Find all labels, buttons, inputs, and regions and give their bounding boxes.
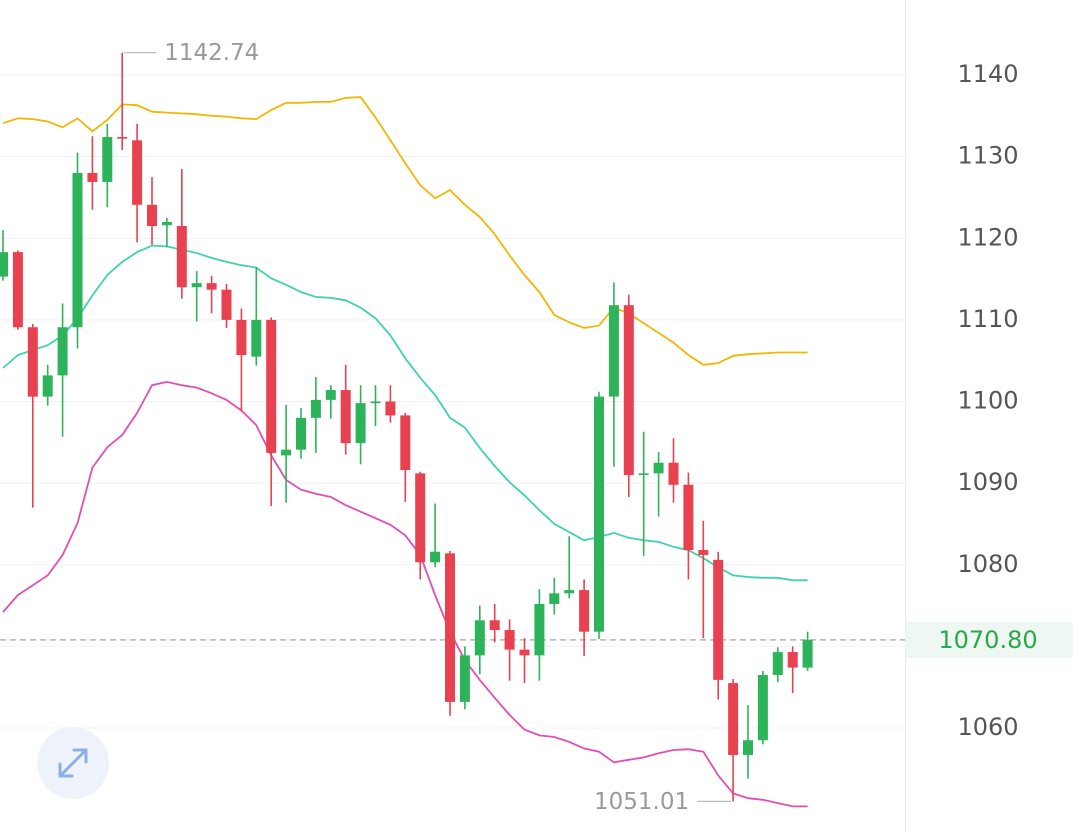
candle-body [400,415,411,471]
candle-body [519,649,530,656]
candle-body [698,550,709,555]
candle-body [206,283,217,290]
candle-body [117,137,128,139]
y-tick-label: 1110 [957,305,1018,333]
candle-body [102,137,113,182]
candle-body [57,327,68,376]
candle-body [757,674,768,741]
candle-body [296,417,306,450]
max-label: 1142.74 [164,40,259,66]
candle-body [579,590,590,632]
candle-body [0,252,8,277]
y-tick-label: 1060 [957,713,1018,741]
candle-body [87,172,98,182]
y-tick-label: 1120 [957,223,1018,251]
candle-body [743,740,753,755]
candle-body [802,639,813,668]
candle-body [564,590,575,594]
y-tick-label: 1100 [957,387,1018,415]
candle-body [355,403,366,444]
candle-body [161,221,172,226]
candle-body [474,620,485,656]
candle-body [504,630,515,650]
candle-body [683,484,694,551]
candle-body [72,172,83,328]
candle-body [668,462,679,485]
band-line [2,244,808,582]
y-tick-label: 1140 [957,60,1018,88]
candle-body [221,289,232,320]
last-price-label: 1070.80 [938,626,1037,654]
candle-body [236,319,247,355]
candle-body [310,399,321,418]
candle-body [176,226,187,288]
candle-body [27,327,38,397]
candle-body [281,449,292,456]
candle-body [459,655,470,702]
price-axis-panel [905,0,1073,832]
candle-body [445,553,455,702]
candle-body [385,401,396,416]
candle-body [415,473,426,563]
candle-body [147,204,157,227]
candle-body [266,319,277,453]
candle-body [489,620,500,631]
candle-body [325,390,336,400]
candle-body [653,462,664,474]
band-line [2,96,808,366]
candle-body [132,140,143,205]
candle-body [12,252,23,328]
min-label: 1051.01 [594,789,689,815]
expand-icon[interactable] [58,748,88,778]
candle-body [772,652,783,675]
last-price-box [906,621,1073,658]
y-tick-label: 1130 [957,142,1018,170]
candle-body [340,390,351,444]
candle-body [608,305,619,397]
candle-body [594,396,604,632]
y-tick-label: 1090 [957,468,1018,496]
candle-body [534,603,545,656]
candle-body [42,375,53,397]
candle-body [549,593,560,604]
candle-body [728,683,739,755]
band-line [2,380,808,808]
candle-body [430,551,441,563]
candle-body [638,473,649,475]
candle-body [370,401,381,404]
y-tick-label: 1080 [957,550,1018,578]
candle-body [623,305,634,475]
candle-body [713,559,724,680]
candle-body [787,652,798,668]
expand-button[interactable] [37,727,109,799]
candle-body [251,319,262,357]
candle-body [191,283,202,288]
